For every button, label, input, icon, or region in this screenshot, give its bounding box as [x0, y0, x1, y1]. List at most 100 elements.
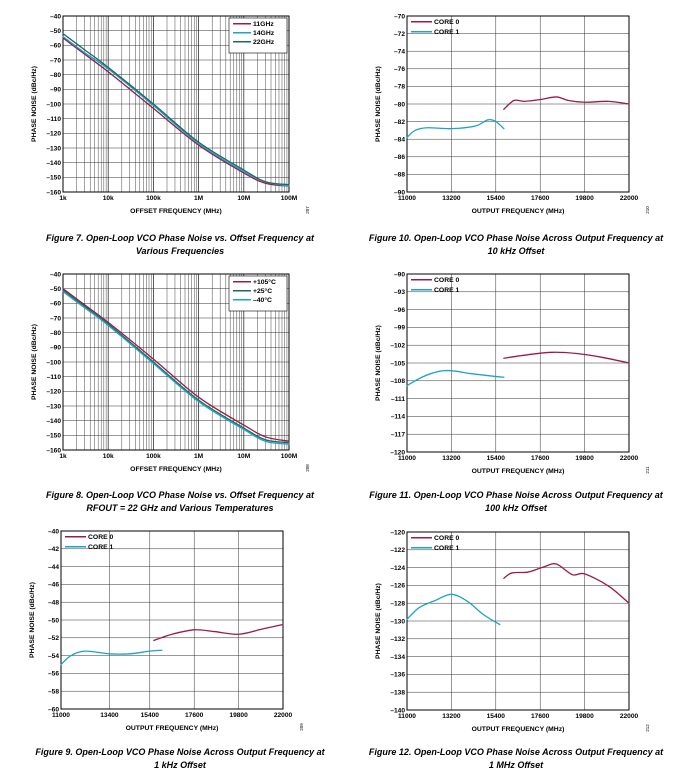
y-tick-label: –100 [46, 101, 61, 108]
series-line-2 [406, 593, 501, 626]
x-tick-label: 100k [146, 453, 161, 460]
x-tick-label: 17600 [185, 712, 204, 719]
figure-7-caption: Figure 7. Open-Loop VCO Phase Noise vs. … [20, 232, 340, 258]
series-line-2 [60, 649, 163, 666]
y-tick-label: –80 [50, 72, 61, 79]
grid [406, 531, 630, 711]
y-tick-label: –140 [390, 707, 405, 714]
x-axis-title: OFFSET FREQUENCY (MHz) [130, 466, 222, 473]
x-tick-label: 1M [194, 195, 204, 202]
y-tick-label: –88 [394, 172, 405, 179]
figure-code: 209 [299, 723, 304, 731]
y-tick-label: –120 [46, 389, 61, 396]
y-tick-label: –72 [394, 31, 405, 38]
x-axis-title: OUTPUT FREQUENCY (MHz) [126, 725, 219, 732]
legend: CORE 0 CORE 1 [65, 534, 114, 551]
y-axis-title: PHASE NOISE (dBc/Hz) [375, 66, 382, 142]
y-tick-label: –132 [390, 636, 405, 643]
y-tick-label: –140 [46, 418, 61, 425]
y-tick-label: –120 [390, 449, 405, 456]
tick-labels: –120 –122 –124 –126 –128 –130 –132 –134 –136 –138… [390, 529, 638, 720]
x-tick-label: 15400 [487, 713, 506, 720]
y-tick-label: –150 [46, 433, 61, 440]
legend: CORE 0 CORE 1 [411, 535, 460, 552]
y-tick-label: –110 [47, 374, 62, 381]
caption-line: 100 kHz Offset [485, 503, 547, 513]
legend-label: +25°C [253, 287, 272, 295]
series-line-1 [503, 351, 630, 364]
y-axis-title: PHASE NOISE (dBc/Hz) [31, 66, 38, 142]
x-tick-label: 17600 [531, 713, 550, 720]
x-tick-label: 1M [194, 453, 204, 460]
x-tick-label: 19800 [229, 712, 248, 719]
legend-label: –40°C [253, 296, 272, 304]
figure-code: 212 [645, 724, 650, 732]
y-tick-label: –60 [50, 301, 61, 308]
x-tick-label: 15400 [487, 195, 506, 202]
caption-line: 10 kHz Offset [487, 246, 545, 256]
y-tick-label: –54 [48, 653, 59, 660]
x-tick-label: 22000 [620, 455, 639, 462]
y-tick-label: –134 [390, 654, 405, 661]
y-tick-label: –78 [394, 84, 405, 91]
caption-line: 1 kHz Offset [154, 760, 206, 770]
x-axis-title: OFFSET FREQUENCY (MHz) [130, 208, 222, 215]
x-tick-label: 15400 [141, 712, 160, 719]
caption-line: Figure 12. Open-Loop VCO Phase Noise Acr… [368, 747, 664, 757]
y-axis-title: PHASE NOISE (dBc/Hz) [31, 324, 38, 400]
legend: 11GHz 14GHz 22GHz [228, 17, 288, 54]
y-tick-label: –100 [46, 359, 61, 366]
y-tick-label: –90 [394, 189, 405, 196]
y-tick-label: –90 [50, 87, 61, 94]
legend-label: 22GHz [253, 39, 275, 46]
x-tick-label: 10M [237, 195, 250, 202]
y-tick-label: –138 [390, 690, 405, 697]
y-tick-label: –90 [394, 271, 405, 278]
figure-8-caption: Figure 8. Open-Loop VCO Phase Noise vs. … [20, 489, 340, 515]
y-tick-label: –160 [46, 189, 61, 196]
x-tick-label: 1k [59, 453, 67, 460]
caption-line: 1 MHz Offset [488, 760, 544, 770]
y-tick-label: –70 [50, 57, 61, 64]
x-tick-label: 100k [146, 195, 161, 202]
tick-labels: –40 –50 –60 –70 –80 –90 –100 –110 –120 –130 –140 –1… [46, 271, 297, 460]
y-tick-label: –74 [394, 49, 405, 56]
caption-line: Figure 8. Open-Loop VCO Phase Noise vs. … [46, 490, 314, 500]
series-line-1 [62, 288, 290, 442]
x-tick-label: 13400 [100, 712, 119, 719]
x-tick-label: 1k [59, 195, 67, 202]
figure-12-caption: Figure 12. Open-Loop VCO Phase Noise Acr… [356, 746, 676, 772]
y-tick-label: –84 [394, 137, 405, 144]
y-tick-label: –96 [394, 307, 405, 314]
legend: CORE 0 CORE 1 [411, 277, 460, 294]
y-tick-label: –128 [390, 601, 405, 608]
y-tick-label: –99 [394, 325, 405, 332]
y-tick-label: –102 [390, 343, 405, 350]
legend-label: +105°C [253, 278, 276, 286]
y-tick-label: –80 [394, 101, 405, 108]
x-tick-label: 11000 [398, 195, 416, 202]
legend-label: CORE 1 [434, 287, 460, 294]
series-line-3 [62, 290, 290, 445]
figure-10-caption: Figure 10. Open-Loop VCO Phase Noise Acr… [356, 232, 676, 258]
legend-label: CORE 1 [434, 29, 460, 36]
y-tick-label: –50 [50, 28, 61, 35]
x-tick-label: 17600 [531, 455, 550, 462]
x-tick-label: 10M [237, 453, 250, 460]
series-line-3 [62, 32, 290, 186]
y-tick-label: –60 [48, 706, 59, 713]
x-tick-label: 100M [281, 453, 298, 460]
y-tick-label: –58 [48, 689, 59, 696]
y-tick-label: –56 [48, 671, 59, 678]
caption-line: RFOUT = 22 GHz and Various Temperatures [86, 503, 274, 513]
y-tick-label: –70 [394, 13, 405, 20]
figure-code: 211 [645, 466, 650, 474]
y-tick-label: –120 [390, 529, 405, 536]
